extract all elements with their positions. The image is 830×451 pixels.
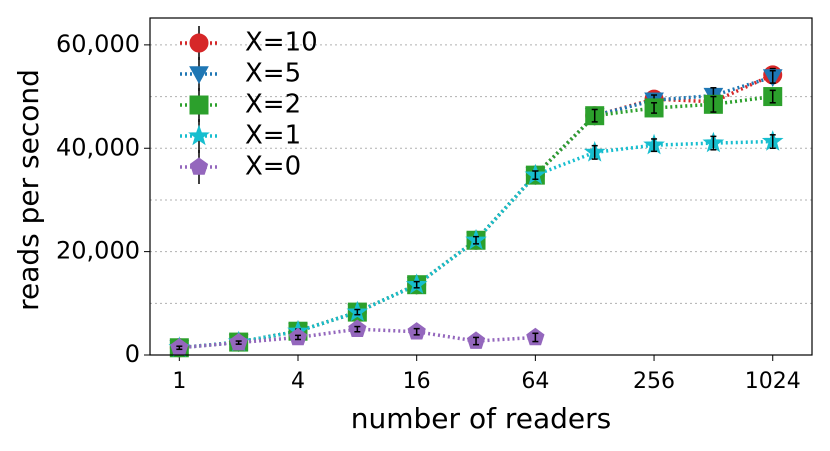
y-tick-label: 60,000	[56, 30, 140, 58]
legend-label: X=5	[245, 59, 301, 89]
x-tick-label: 4	[291, 369, 305, 394]
x-tick-label: 64	[521, 369, 549, 394]
x-tick-label: 1	[172, 369, 186, 394]
legend-label: X=10	[245, 28, 318, 58]
legend-label: X=1	[245, 121, 301, 151]
legend-marker	[189, 157, 209, 175]
y-axis-label: reads per second	[12, 69, 45, 311]
plot-frame	[149, 17, 813, 356]
legend-label: X=2	[245, 90, 301, 120]
y-tick-label: 20,000	[56, 237, 140, 265]
legend-marker	[189, 66, 209, 85]
x-tick-label: 16	[403, 369, 431, 394]
legend-marker	[188, 124, 210, 146]
x-axis-label: number of readers	[351, 402, 611, 435]
legend-marker	[189, 33, 209, 53]
legend-marker	[189, 95, 209, 115]
x-tick-label: 256	[633, 369, 675, 394]
y-tick-label: 40,000	[56, 133, 140, 161]
x-tick-label: 1024	[745, 369, 801, 394]
legend-label: X=0	[245, 152, 301, 182]
y-tick-label: 0	[125, 340, 140, 368]
